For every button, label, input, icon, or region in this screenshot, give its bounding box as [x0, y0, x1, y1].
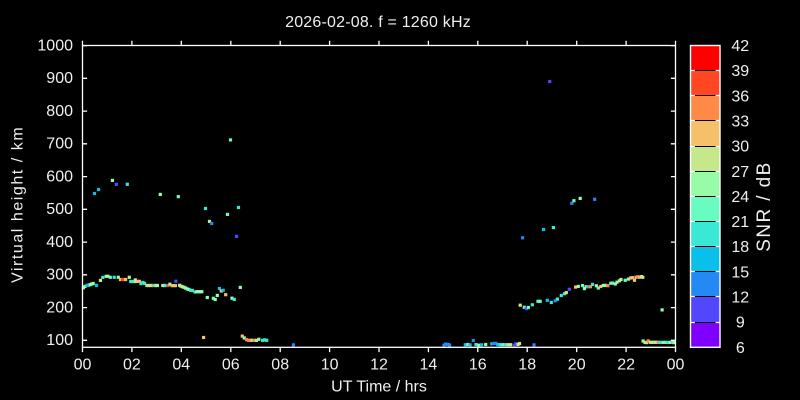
svg-text:1000: 1000: [37, 37, 73, 54]
svg-text:20: 20: [568, 357, 586, 374]
svg-text:22: 22: [617, 357, 635, 374]
svg-text:06: 06: [222, 357, 240, 374]
svg-text:Virtual height / km: Virtual height / km: [10, 126, 27, 283]
svg-text:400: 400: [46, 234, 73, 251]
svg-text:200: 200: [46, 299, 73, 316]
svg-text:500: 500: [46, 201, 73, 218]
svg-text:700: 700: [46, 136, 73, 153]
svg-text:00: 00: [74, 357, 92, 374]
svg-text:9: 9: [736, 315, 745, 332]
svg-text:UT Time / hrs: UT Time / hrs: [331, 379, 427, 396]
svg-text:42: 42: [731, 38, 749, 55]
svg-text:12: 12: [731, 290, 749, 307]
svg-text:39: 39: [731, 63, 749, 80]
svg-text:04: 04: [172, 357, 190, 374]
svg-text:18: 18: [731, 239, 749, 256]
svg-text:33: 33: [731, 114, 749, 131]
svg-text:SNR / dB: SNR / dB: [754, 161, 775, 251]
svg-text:15: 15: [731, 264, 749, 281]
svg-text:00: 00: [667, 357, 685, 374]
svg-text:02: 02: [123, 357, 141, 374]
svg-text:36: 36: [731, 88, 749, 105]
svg-text:800: 800: [46, 103, 73, 120]
svg-text:24: 24: [731, 189, 749, 206]
svg-text:2026-02-08. f = 1260 kHz: 2026-02-08. f = 1260 kHz: [285, 14, 471, 31]
svg-text:08: 08: [271, 357, 289, 374]
svg-text:6: 6: [736, 340, 745, 357]
svg-text:27: 27: [731, 164, 749, 181]
svg-text:30: 30: [731, 139, 749, 156]
svg-text:300: 300: [46, 267, 73, 284]
svg-text:100: 100: [46, 332, 73, 349]
svg-text:12: 12: [370, 357, 388, 374]
svg-text:600: 600: [46, 168, 73, 185]
svg-text:10: 10: [321, 357, 339, 374]
svg-text:14: 14: [420, 357, 438, 374]
svg-text:900: 900: [46, 70, 73, 87]
svg-text:18: 18: [518, 357, 536, 374]
svg-text:21: 21: [731, 214, 749, 231]
svg-text:16: 16: [469, 357, 487, 374]
